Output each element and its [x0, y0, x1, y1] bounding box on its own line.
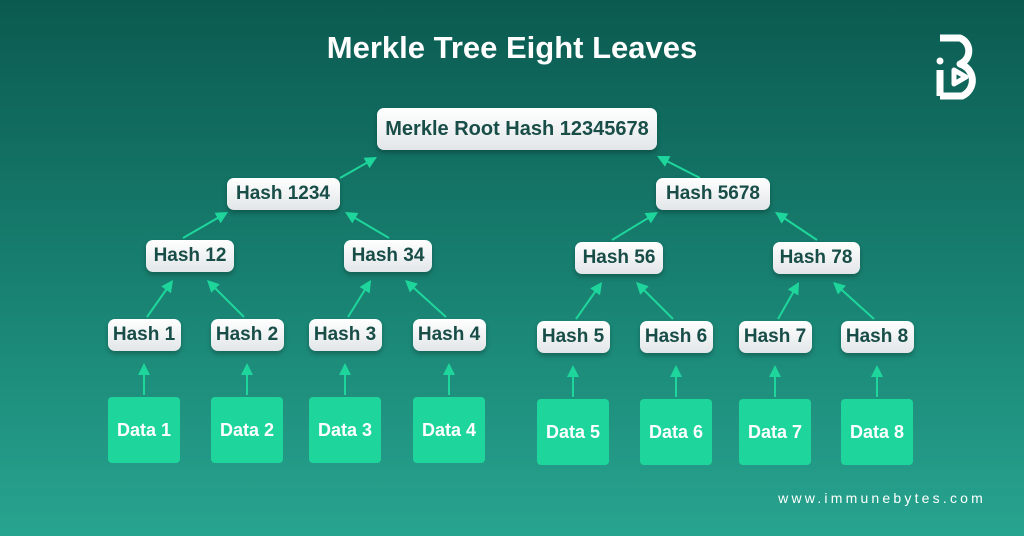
arrow-line: [411, 285, 447, 318]
arrow-head: [207, 280, 220, 293]
data-block: Data 6: [640, 399, 712, 465]
arrow-line: [352, 215, 390, 239]
arrow-line: [777, 289, 796, 320]
arrow-head: [241, 363, 253, 375]
arrow-head: [833, 282, 846, 295]
data-block: Data 2: [211, 397, 283, 463]
data-block: Data 5: [537, 399, 609, 465]
arrow-line: [339, 160, 370, 179]
hash-node-level3: Hash 56: [575, 242, 663, 274]
arrow-head: [567, 365, 579, 377]
hash-node-level2: Hash 1234: [226, 178, 340, 210]
leaf-hash-node: Hash 1: [107, 319, 181, 351]
leaf-hash-node: Hash 4: [412, 319, 486, 351]
arrow-line: [641, 287, 674, 320]
arrow-head: [138, 363, 150, 375]
leaf-hash-node: Hash 8: [840, 321, 914, 353]
arrow-line: [146, 286, 169, 318]
arrow-head: [345, 212, 359, 224]
arrow-head: [214, 212, 228, 224]
data-block: Data 7: [739, 399, 811, 465]
leaf-hash-node: Hash 3: [308, 319, 382, 351]
arrow-head: [339, 363, 351, 375]
hash-node-level3: Hash 78: [772, 242, 860, 274]
hash-node-level2: Hash 5678: [656, 178, 770, 210]
leaf-hash-node: Hash 7: [738, 321, 812, 353]
arrow-head: [871, 365, 883, 377]
immunebytes-logo: [936, 34, 976, 100]
data-block: Data 3: [309, 397, 381, 463]
hash-node-level3: Hash 12: [146, 240, 234, 272]
arrow-line: [664, 159, 701, 179]
leaf-hash-node: Hash 5: [536, 321, 610, 353]
arrow-head: [405, 280, 418, 293]
arrow-head: [769, 365, 781, 377]
arrow-head: [636, 282, 649, 295]
arrow-line: [212, 285, 245, 318]
data-block: Data 1: [108, 397, 180, 463]
arrow-head: [359, 280, 371, 294]
data-block: Data 8: [841, 399, 913, 465]
merkle-root-node: Merkle Root Hash 12345678: [377, 108, 657, 150]
arrow-head: [161, 280, 173, 294]
website-url: www.immunebytes.com: [778, 490, 986, 506]
arrow-head: [657, 156, 671, 167]
arrow-line: [839, 287, 875, 320]
arrow-head: [670, 365, 682, 377]
data-block: Data 4: [413, 397, 485, 463]
arrow-head: [443, 363, 455, 375]
arrow-line: [182, 215, 221, 239]
arrow-head: [644, 212, 658, 224]
hash-node-level3: Hash 34: [344, 240, 432, 272]
arrow-head: [775, 212, 789, 224]
arrow-line: [781, 216, 818, 241]
arrow-head: [590, 282, 602, 296]
arrow-line: [575, 288, 598, 320]
leaf-hash-node: Hash 2: [210, 319, 284, 351]
arrow-line: [611, 215, 651, 241]
leaf-hash-node: Hash 6: [639, 321, 713, 353]
diagram-title: Merkle Tree Eight Leaves: [326, 30, 698, 65]
arrow-head: [363, 157, 377, 169]
arrow-head: [787, 282, 799, 296]
arrow-line: [347, 287, 368, 318]
